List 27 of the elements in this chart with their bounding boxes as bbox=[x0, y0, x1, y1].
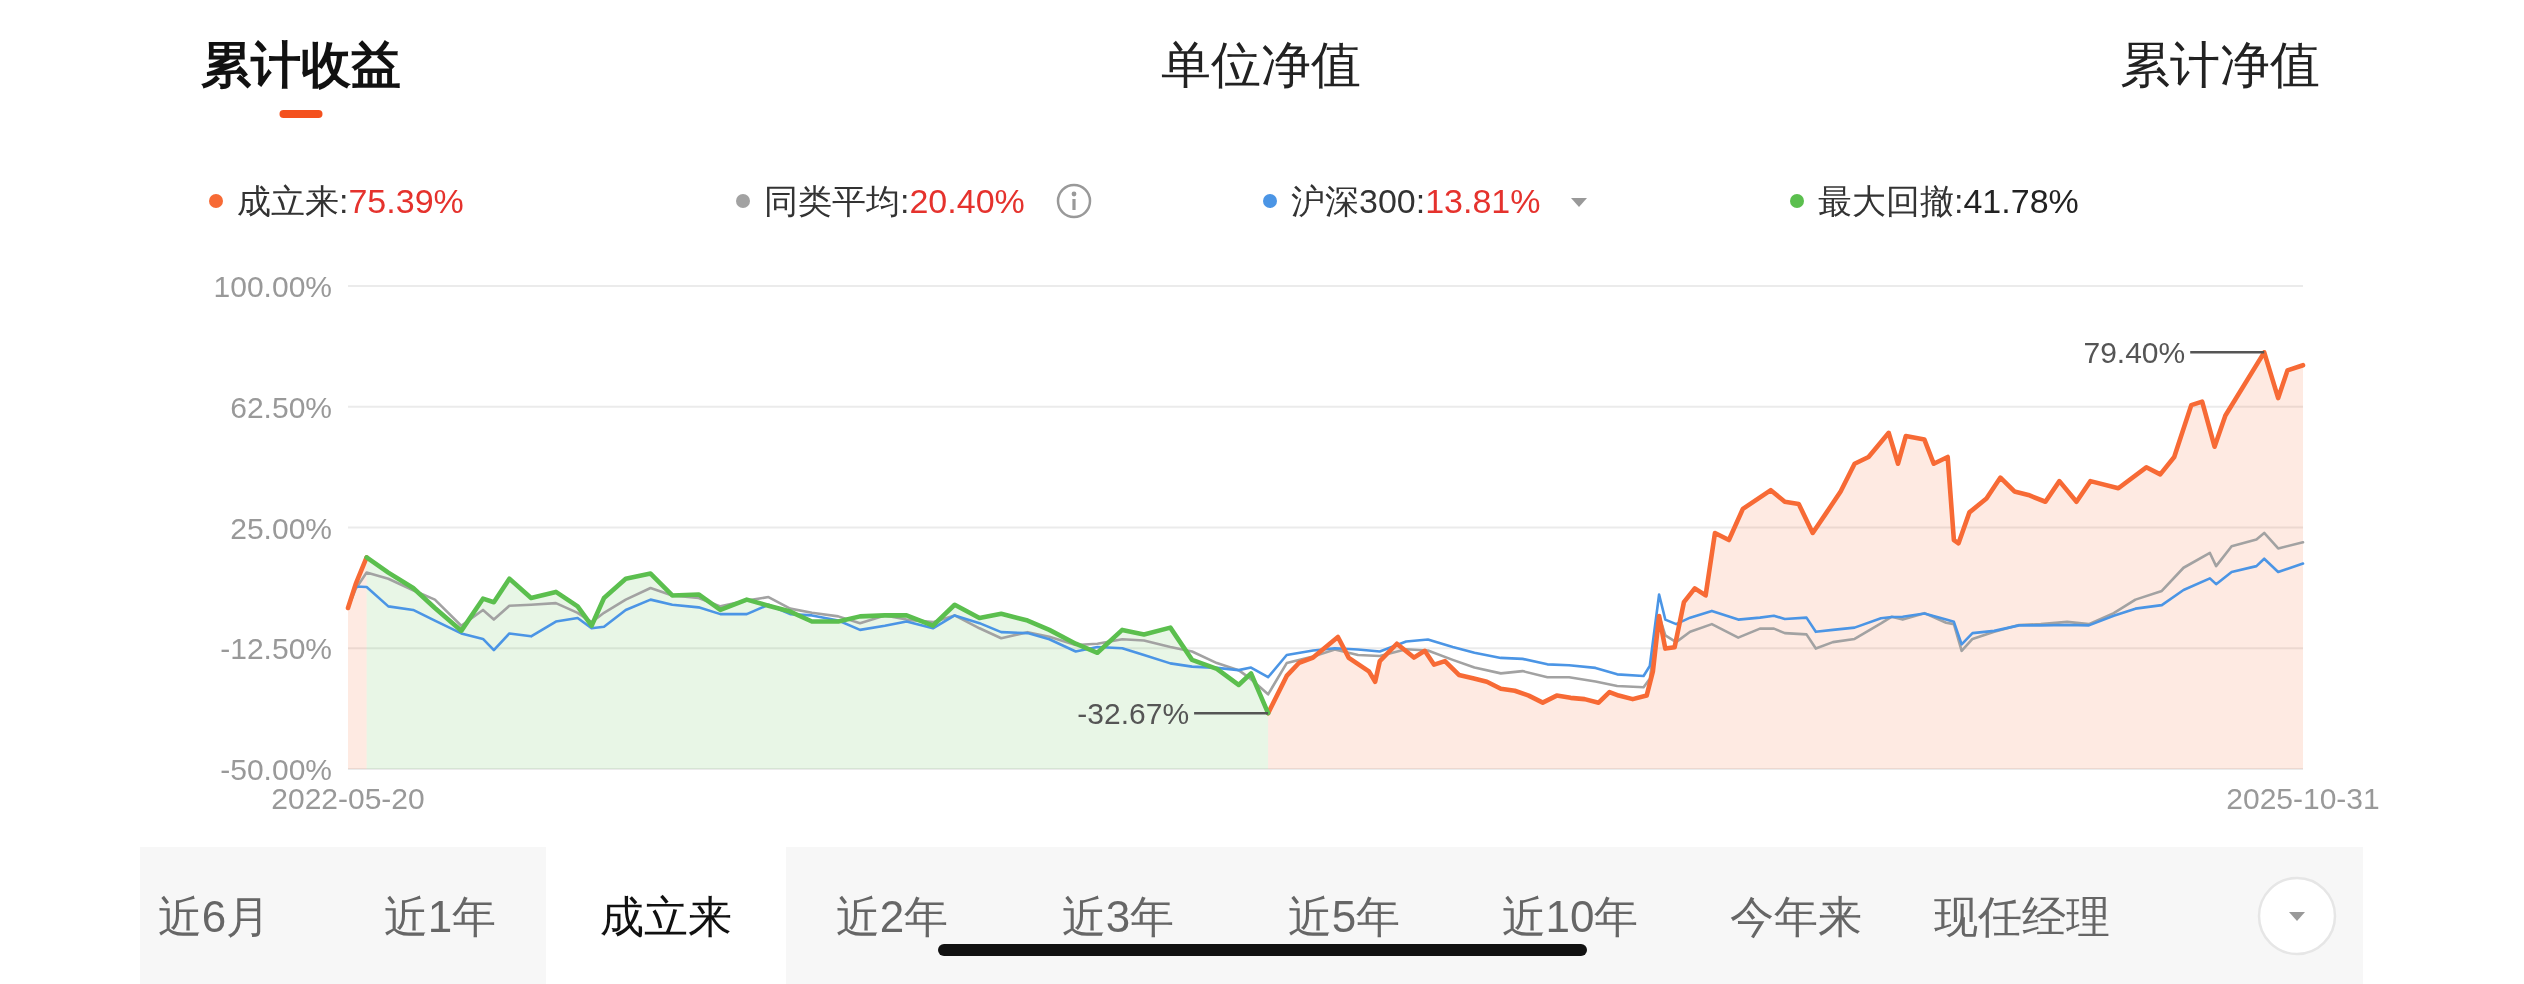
text: 近3年 bbox=[1061, 892, 1175, 941]
text: 20.40% bbox=[909, 182, 1025, 220]
text: 单位净值 bbox=[1160, 37, 1361, 93]
y-tick-label: -12.50% bbox=[220, 631, 332, 665]
text: 近6月 bbox=[157, 892, 271, 941]
text: 13.81% bbox=[1425, 182, 1541, 220]
text: 近2年 bbox=[835, 892, 949, 941]
legend-label: 最大回撤: bbox=[1818, 182, 1964, 220]
legend-label: 同类平均: bbox=[764, 182, 910, 220]
annotation: -32.67% bbox=[1077, 696, 1190, 730]
text: 成立来 bbox=[600, 892, 732, 941]
y-tick-label: 100.00% bbox=[213, 269, 332, 303]
text: 累计净值 bbox=[2120, 37, 2320, 93]
text: 近10年 bbox=[1501, 892, 1639, 941]
annotation: 79.40% bbox=[2083, 335, 2186, 369]
text: 41.78% bbox=[1963, 182, 2079, 220]
y-tick-label: 25.00% bbox=[230, 511, 332, 544]
legend-label: 成立来: bbox=[237, 182, 349, 220]
y-tick-label: 62.50% bbox=[230, 390, 332, 424]
text: 今年来 bbox=[1730, 892, 1862, 941]
text: 75.39% bbox=[348, 182, 464, 220]
legend-label: 沪深300: bbox=[1291, 182, 1426, 220]
text: 现任经理 bbox=[1934, 892, 2110, 941]
text: 近5年 bbox=[1287, 892, 1401, 941]
text: 累计收益 bbox=[201, 37, 401, 93]
x-tick-label: 2025-10-31 bbox=[2226, 781, 2380, 815]
text: 近1年 bbox=[383, 892, 497, 941]
